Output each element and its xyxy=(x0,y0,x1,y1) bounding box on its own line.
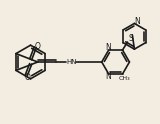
Text: HN: HN xyxy=(66,59,77,65)
Text: N: N xyxy=(105,72,111,81)
Text: O: O xyxy=(34,42,40,51)
Text: CH₃: CH₃ xyxy=(119,76,130,81)
Text: N: N xyxy=(105,43,111,52)
Text: N: N xyxy=(134,17,140,26)
Text: O: O xyxy=(25,73,31,82)
Text: S: S xyxy=(128,34,133,43)
